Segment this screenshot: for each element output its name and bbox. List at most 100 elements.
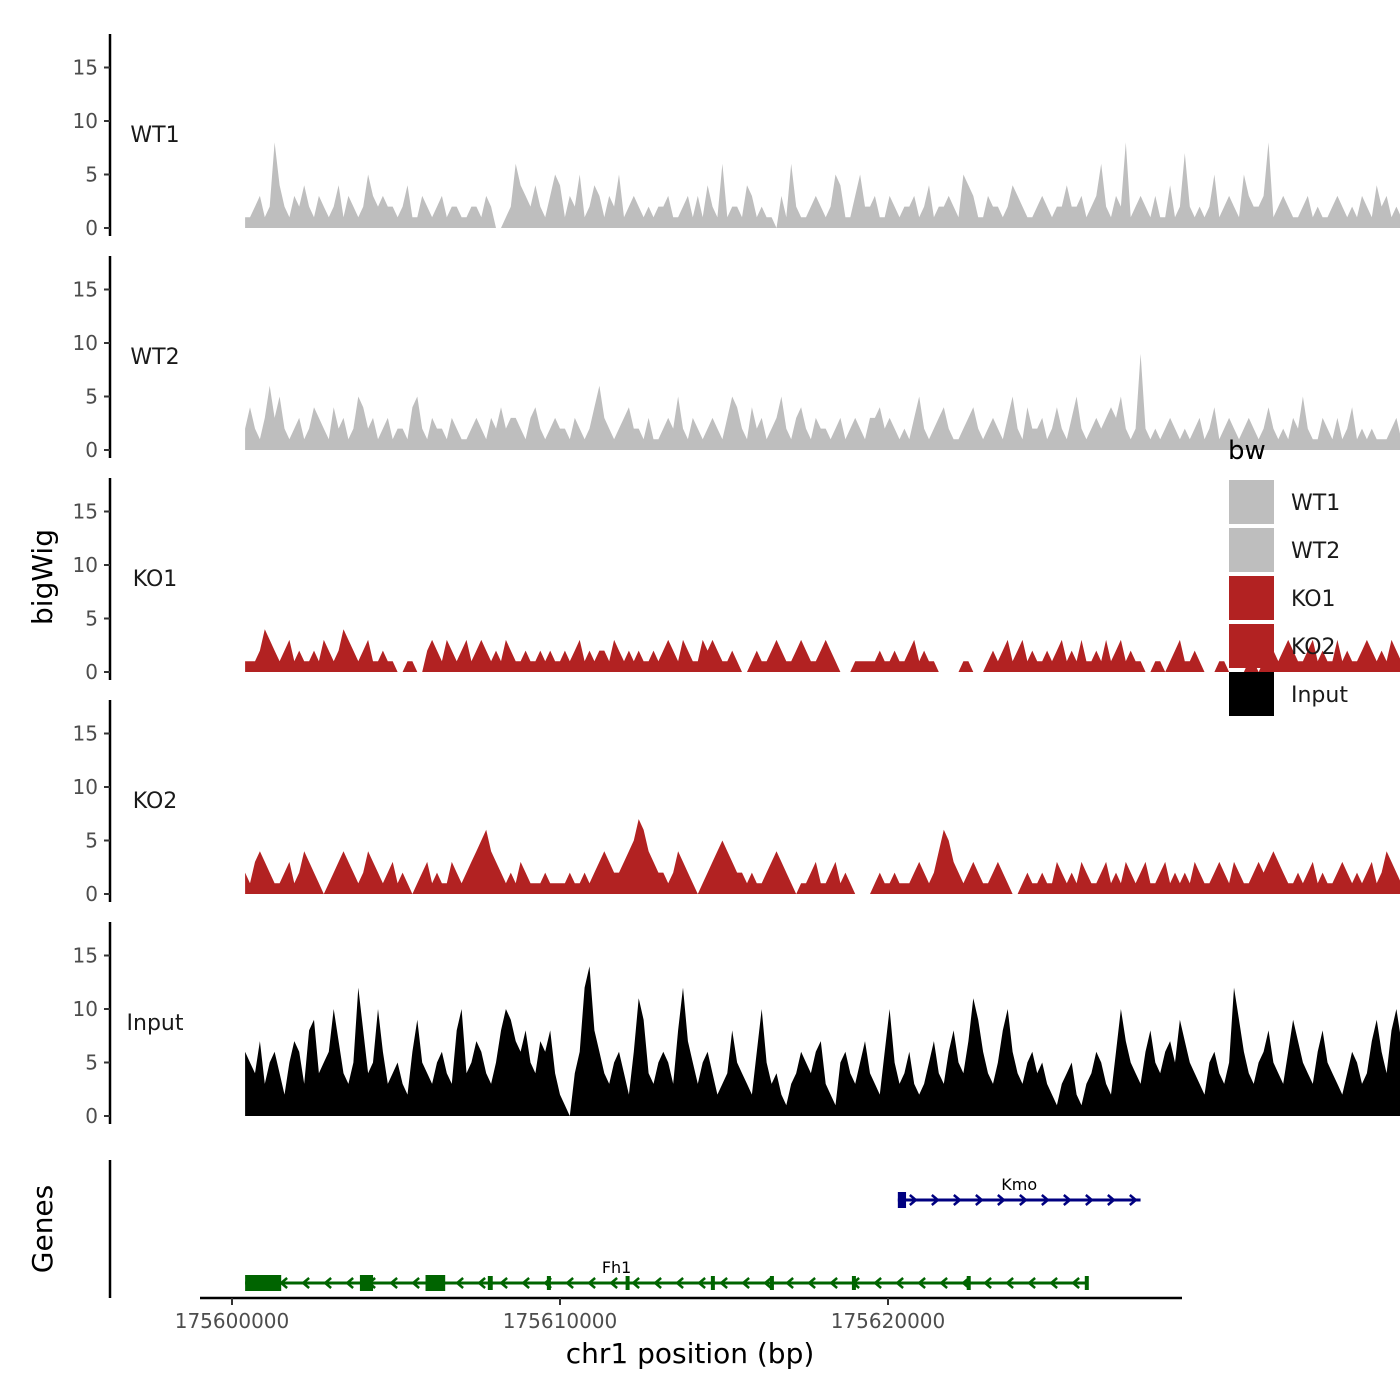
- strand-arrow: [1129, 1194, 1138, 1206]
- strand-arrow: [741, 1277, 750, 1289]
- y-tick-label: 0: [85, 882, 98, 906]
- gene-label: Fh1: [602, 1258, 632, 1277]
- strand-arrow: [1063, 1194, 1072, 1206]
- strand-arrow: [675, 1277, 684, 1289]
- track-label: WT1: [130, 123, 179, 148]
- legend-label: WT1: [1291, 491, 1340, 516]
- strand-arrow: [631, 1277, 640, 1289]
- strand-arrow: [521, 1277, 530, 1289]
- y-axis-title: bigWig: [26, 529, 59, 625]
- strand-arrow: [323, 1277, 332, 1289]
- strand-arrow: [1027, 1277, 1036, 1289]
- gene-label: Kmo: [1001, 1175, 1037, 1194]
- legend-item-wt2: WT2: [1229, 528, 1340, 572]
- x-tick-label: 175620000: [831, 1309, 946, 1333]
- strand-arrow: [697, 1277, 706, 1289]
- track-input: 0 5 10 15 Input: [73, 922, 1400, 1128]
- y-tick-label: 0: [85, 1104, 98, 1128]
- y-tick-label: 15: [73, 56, 98, 80]
- strand-arrow: [975, 1194, 984, 1206]
- track-wt2: 0 5 10 15 WT2: [73, 256, 1400, 462]
- genes-axis-title: Genes: [26, 1185, 59, 1273]
- strand-arrow: [477, 1277, 486, 1289]
- legend-swatch: [1229, 576, 1274, 620]
- exon: [487, 1276, 493, 1290]
- y-tick-label: 10: [73, 775, 98, 799]
- y-tick-label: 5: [85, 163, 98, 187]
- track-ko1: 0 5 10 15 KO1: [73, 478, 1400, 684]
- legend-title: bw: [1228, 436, 1266, 466]
- strand-arrow: [389, 1277, 398, 1289]
- strand-arrow: [455, 1277, 464, 1289]
- legend-item-ko2: KO2: [1229, 624, 1336, 668]
- x-tick-label: 175600000: [175, 1309, 290, 1333]
- x-axis-title: chr1 position (bp): [566, 1337, 815, 1370]
- legend-swatch: [1229, 528, 1274, 572]
- strand-arrow: [1005, 1277, 1014, 1289]
- strand-arrow: [917, 1277, 926, 1289]
- strand-arrow: [909, 1194, 918, 1206]
- exon: [245, 1275, 282, 1291]
- legend-item-input: Input: [1229, 672, 1348, 716]
- y-tick-label: 10: [73, 331, 98, 355]
- y-tick-label: 0: [85, 438, 98, 462]
- legend-label: KO2: [1291, 635, 1336, 660]
- strand-arrow: [301, 1277, 310, 1289]
- y-tick-label: 0: [85, 216, 98, 240]
- track-ko2: 0 5 10 15 KO2: [73, 700, 1400, 906]
- x-axis: 175600000 175610000 175620000: [175, 1296, 1182, 1333]
- y-tick-label: 10: [73, 997, 98, 1021]
- y-tick-label: 10: [73, 109, 98, 133]
- strand-arrow: [895, 1277, 904, 1289]
- y-tick-label: 15: [73, 278, 98, 302]
- exon: [625, 1276, 630, 1290]
- exon: [769, 1276, 774, 1290]
- coverage-area-wt1: [245, 142, 1400, 228]
- y-tick-label: 5: [85, 607, 98, 631]
- y-tick-label: 5: [85, 829, 98, 853]
- strand-arrow: [1085, 1194, 1094, 1206]
- y-tick-label: 15: [73, 500, 98, 524]
- y-tick-label: 5: [85, 1051, 98, 1075]
- y-tick-label: 10: [73, 553, 98, 577]
- track-wt1: 0 5 10 15 WT1: [73, 34, 1400, 240]
- exon: [897, 1192, 907, 1208]
- legend-item-ko1: KO1: [1229, 576, 1336, 620]
- track-label: KO2: [133, 789, 178, 814]
- exon: [1084, 1276, 1089, 1290]
- track-label: Input: [127, 1011, 184, 1036]
- strand-arrow: [1049, 1277, 1058, 1289]
- y-tick-label: 15: [73, 944, 98, 968]
- exon: [966, 1276, 971, 1290]
- exon: [425, 1275, 446, 1291]
- legend-label: KO1: [1291, 587, 1336, 612]
- legend-swatch: [1229, 624, 1274, 668]
- strand-arrow: [807, 1277, 816, 1289]
- coverage-area-wt2: [245, 353, 1400, 450]
- gene-fh1: Fh1: [245, 1258, 1089, 1291]
- coverage-area-ko1: [245, 629, 1400, 672]
- strand-arrow: [587, 1277, 596, 1289]
- exon: [359, 1275, 374, 1291]
- y-tick-label: 5: [85, 385, 98, 409]
- legend-label: Input: [1291, 683, 1348, 708]
- strand-arrow: [763, 1277, 772, 1289]
- x-tick-label: 175610000: [503, 1309, 618, 1333]
- exon: [710, 1276, 715, 1290]
- legend: bw WT1 WT2 KO1 KO2 Input: [1228, 436, 1348, 716]
- strand-arrow: [345, 1277, 354, 1289]
- strand-arrow: [1041, 1194, 1050, 1206]
- strand-arrow: [653, 1277, 662, 1289]
- exon: [851, 1276, 856, 1290]
- strand-arrow: [931, 1194, 940, 1206]
- strand-arrow: [719, 1277, 728, 1289]
- legend-item-wt1: WT1: [1229, 480, 1340, 524]
- strand-arrow: [411, 1277, 420, 1289]
- strand-arrow: [609, 1277, 618, 1289]
- legend-label: WT2: [1291, 539, 1340, 564]
- coverage-area-input: [245, 966, 1400, 1116]
- strand-arrow: [953, 1194, 962, 1206]
- strand-arrow: [565, 1277, 574, 1289]
- y-tick-label: 15: [73, 722, 98, 746]
- legend-swatch: [1229, 672, 1274, 716]
